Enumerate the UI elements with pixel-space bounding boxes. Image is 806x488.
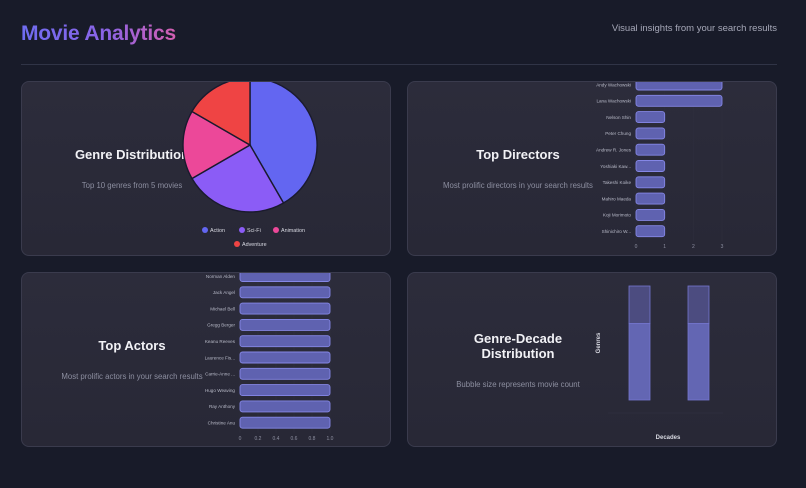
x-axis-title: Decades xyxy=(656,435,681,441)
bar-label: Andy Wachowski xyxy=(596,82,631,87)
x-tick-label: 0.4 xyxy=(273,436,280,442)
bar-label: Laurence Fis... xyxy=(205,355,235,360)
bar[interactable] xyxy=(635,94,723,107)
legend-label: Sci-Fi xyxy=(247,228,261,234)
x-tick-label: 0 xyxy=(635,244,638,250)
genre-decade-card-text: Genre-Decade Distribution Bubble size re… xyxy=(438,273,598,446)
bar[interactable] xyxy=(635,208,666,221)
bar-label: Mahiro Maeda xyxy=(602,196,632,201)
card-title: Top Directors xyxy=(476,147,560,162)
bar-segment-lower[interactable] xyxy=(628,323,651,401)
legend-swatch-icon xyxy=(273,227,279,233)
x-tick-label: 1.0 xyxy=(327,436,334,442)
bar[interactable] xyxy=(635,176,666,189)
bar[interactable] xyxy=(239,302,331,315)
legend-item-animation[interactable]: Animation xyxy=(273,227,305,234)
bar-label: Koji Morimoto xyxy=(603,213,632,218)
top-directors-card: Top Directors Most prolific directors in… xyxy=(407,81,777,256)
bar-segment-upper[interactable] xyxy=(687,285,710,325)
genre-pie-chart[interactable]: Action Sci-Fi Animation Adventure xyxy=(22,82,391,256)
actors-card-text: Top Actors Most prolific actors in your … xyxy=(57,273,207,446)
legend-swatch-icon xyxy=(202,227,208,233)
bar-label: Ray Anthony xyxy=(209,404,236,409)
legend-label: Adventure xyxy=(242,242,267,248)
bar-label: Gregg Berger xyxy=(207,323,235,328)
directors-card-text: Top Directors Most prolific directors in… xyxy=(438,82,598,255)
bar-label: Shinichiro W... xyxy=(602,229,631,234)
bar-label: Takeshi Koike xyxy=(603,180,632,185)
bar[interactable] xyxy=(239,367,331,380)
bar[interactable] xyxy=(635,111,666,124)
bar-segment-upper[interactable] xyxy=(628,285,651,325)
card-description: Top 10 genres from 5 movies xyxy=(81,181,183,190)
legend-item-scifi[interactable]: Sci-Fi xyxy=(239,227,261,234)
bar-label: Hugo Weaving xyxy=(205,388,235,393)
x-tick-label: 0.6 xyxy=(291,436,298,442)
top-actors-card: Top Actors Most prolific actors in your … xyxy=(21,272,391,447)
legend-label: Animation xyxy=(281,228,305,234)
x-tick-label: 1 xyxy=(663,244,666,250)
directors-bar-chart[interactable]: Andy Wachowski Lana Wachowski Nelson Shin P… xyxy=(408,82,777,256)
app-title: Movie Analytics xyxy=(21,22,176,45)
x-tick-label: 2 xyxy=(692,244,695,250)
legend-swatch-icon xyxy=(234,241,240,247)
header-divider xyxy=(21,64,777,65)
legend-item-adventure[interactable]: Adventure xyxy=(234,241,267,248)
bar-label: Keanu Reeves xyxy=(205,339,236,344)
genre-decade-chart[interactable]: Decades Genres xyxy=(408,273,777,447)
bar-label: Yoshiaki Kaw... xyxy=(600,164,631,169)
genre-card-text: Genre Distribution Top 10 genres from 5 … xyxy=(62,82,202,255)
bar-label: Carrie-Anne ... xyxy=(205,372,235,377)
x-tick-label: 3 xyxy=(721,244,724,250)
card-description: Bubble size represents movie count xyxy=(456,379,580,389)
decade-bar-1[interactable] xyxy=(628,285,651,401)
genre-distribution-card: Genre Distribution Top 10 genres from 5 … xyxy=(21,81,391,256)
bar[interactable] xyxy=(239,318,331,331)
bar[interactable] xyxy=(239,335,331,348)
actors-bar-chart[interactable]: Norman Alden Jack Angel Michael Bell Gregg … xyxy=(22,273,391,447)
bar-label: Nelson Shin xyxy=(606,115,631,120)
y-axis-title: Genres xyxy=(596,332,602,353)
bar[interactable] xyxy=(239,384,331,397)
bar[interactable] xyxy=(635,143,666,156)
bar[interactable] xyxy=(635,127,666,140)
x-tick-label: 0.2 xyxy=(255,436,262,442)
genre-decade-card: Genre-Decade Distribution Bubble size re… xyxy=(407,272,777,447)
bar[interactable] xyxy=(239,286,331,299)
bar-label: Peter Chung xyxy=(605,131,631,136)
bar-label: Christine Anu xyxy=(208,421,236,426)
x-tick-label: 0 xyxy=(239,436,242,442)
bar-label: Norman Alden xyxy=(206,274,236,279)
legend-item-action[interactable]: Action xyxy=(202,227,225,234)
legend-swatch-icon xyxy=(239,227,245,233)
card-description: Most prolific actors in your search resu… xyxy=(61,372,203,381)
bar[interactable] xyxy=(239,273,331,282)
app-subtitle: Visual insights from your search results xyxy=(611,23,777,34)
bar-label: Michael Bell xyxy=(210,306,235,311)
legend-label: Action xyxy=(210,228,225,234)
bar-segment-lower[interactable] xyxy=(687,323,710,401)
bar[interactable] xyxy=(635,82,723,91)
x-tick-label: 0.8 xyxy=(309,436,316,442)
bar-label: Andrew R. Jones xyxy=(596,148,632,153)
card-description: Most prolific directors in your search r… xyxy=(443,181,593,190)
pie-slice-animation[interactable] xyxy=(182,110,252,180)
card-title: Genre Distribution xyxy=(74,147,190,162)
bar-label: Jack Angel xyxy=(213,290,235,295)
bar[interactable] xyxy=(635,225,666,238)
decade-bar-2[interactable] xyxy=(687,285,710,401)
bar[interactable] xyxy=(239,351,331,364)
bar[interactable] xyxy=(635,192,666,205)
bar[interactable] xyxy=(635,160,666,172)
card-title: Top Actors xyxy=(98,338,166,353)
bar[interactable] xyxy=(239,400,331,413)
pie-slice-scifi[interactable] xyxy=(191,144,285,213)
bar-label: Lana Wachowski xyxy=(596,99,631,104)
card-title: Genre-Decade Distribution xyxy=(473,330,563,361)
bar[interactable] xyxy=(239,416,331,429)
pie-slice-adventure[interactable] xyxy=(191,82,251,147)
